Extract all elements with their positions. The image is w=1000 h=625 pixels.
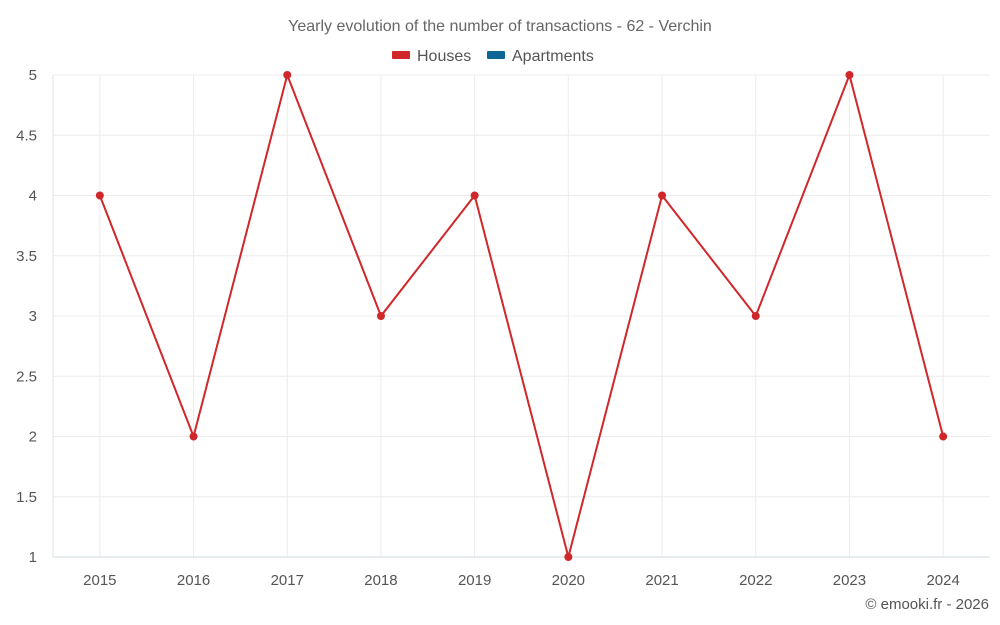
- legend-swatch-houses: [392, 51, 410, 59]
- x-tick-label: 2022: [739, 572, 772, 589]
- data-point-houses-2017[interactable]: [283, 71, 292, 79]
- grid: [53, 74, 990, 558]
- data-point-houses-2023[interactable]: [845, 71, 854, 79]
- x-tick-label: 2015: [83, 572, 116, 589]
- data-point-houses-2020[interactable]: [564, 553, 573, 561]
- x-tick-label: 2017: [271, 572, 304, 589]
- credit-text: © emooki.fr - 2026: [865, 596, 989, 613]
- series-line-houses: [98, 71, 945, 561]
- x-tick-label: 2016: [177, 572, 210, 589]
- x-tick-label: 2020: [552, 572, 585, 589]
- chart-title: Yearly evolution of the number of transa…: [288, 18, 712, 35]
- y-tick-label: 4.5: [16, 127, 37, 144]
- legend-label-houses: Houses: [417, 48, 471, 65]
- legend: Houses Apartments: [392, 48, 594, 65]
- x-tick-label: 2018: [364, 572, 397, 589]
- y-tick-label: 3: [29, 308, 37, 325]
- data-point-houses-2024[interactable]: [939, 432, 948, 441]
- series-houses: [95, 71, 948, 561]
- y-tick-label: 2.5: [16, 368, 37, 385]
- x-tick-label: 2024: [926, 572, 959, 589]
- data-point-houses-2021[interactable]: [658, 191, 667, 200]
- legend-item-apartments[interactable]: Apartments: [487, 48, 594, 65]
- y-tick-label: 1: [29, 549, 37, 566]
- x-tick-label: 2021: [645, 572, 678, 589]
- x-tick-label: 2023: [833, 572, 866, 589]
- y-tick-label: 4: [29, 188, 37, 205]
- data-point-houses-2018[interactable]: [376, 312, 385, 320]
- data-point-houses-2019[interactable]: [470, 191, 479, 200]
- y-tick-label: 3.5: [16, 248, 37, 265]
- y-axis: 1 1.5 2 2.5 3 3.5 4 4.5 5: [16, 67, 54, 566]
- y-tick-label: 1.5: [16, 489, 37, 506]
- legend-item-houses[interactable]: Houses: [392, 48, 471, 65]
- legend-label-apartments: Apartments: [512, 48, 594, 65]
- x-tick-label: 2019: [458, 572, 491, 589]
- x-axis: 2015 2016 2017 2018 2019 2020 2021 2022 2023 2024: [53, 556, 990, 589]
- legend-swatch-apartments: [487, 51, 505, 59]
- y-tick-label: 5: [29, 67, 37, 84]
- data-point-houses-2022[interactable]: [751, 312, 760, 320]
- y-tick-label: 2: [29, 429, 37, 446]
- data-point-houses-2015[interactable]: [95, 191, 104, 200]
- data-point-houses-2016[interactable]: [189, 432, 198, 441]
